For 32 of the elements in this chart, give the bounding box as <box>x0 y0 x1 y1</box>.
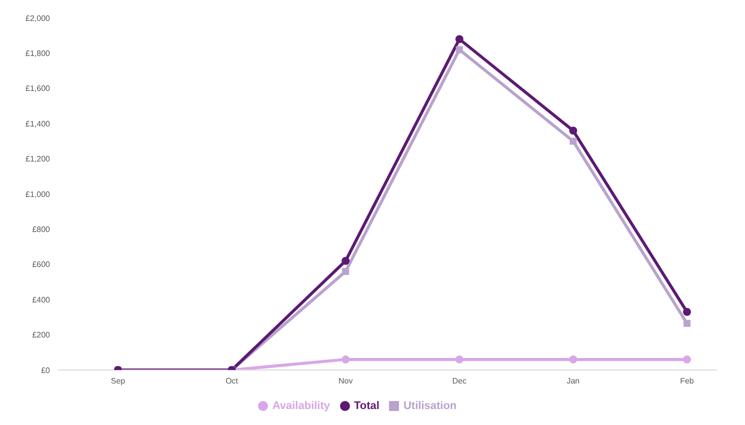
y-tick-label: £600 <box>32 260 51 270</box>
point <box>342 256 350 265</box>
point <box>455 35 464 44</box>
y-tick-label: £200 <box>32 330 51 340</box>
point <box>683 355 691 364</box>
y-tick-label: £2,000 <box>26 14 51 23</box>
point <box>456 46 463 54</box>
y-tick-label: £400 <box>32 295 51 304</box>
point <box>342 355 350 364</box>
x-tick-label: Dec <box>452 376 467 386</box>
legend-label: Total <box>354 400 380 412</box>
point <box>455 355 464 364</box>
x-tick-label: Oct <box>226 376 239 386</box>
x-tick-label: Jan <box>566 376 580 386</box>
legend-label: Utilisation <box>403 400 457 412</box>
point <box>342 268 350 275</box>
x-tick-label: Nov <box>338 376 353 386</box>
x-tick-label: Feb <box>680 376 694 386</box>
point <box>684 320 690 327</box>
point <box>683 308 691 316</box>
x-tick-label: Sep <box>110 376 126 386</box>
y-tick-label: £1,600 <box>26 84 51 94</box>
legend-label: Availability <box>272 400 330 412</box>
y-tick-label: £800 <box>32 225 51 234</box>
point <box>570 138 577 145</box>
point <box>569 355 578 364</box>
y-tick-label: £0 <box>41 366 51 375</box>
y-tick-label: £1,000 <box>26 190 51 199</box>
point <box>569 126 578 135</box>
y-tick-label: £1,400 <box>26 119 51 128</box>
y-tick-label: £1,200 <box>26 154 51 164</box>
y-tick-label: £1,800 <box>26 49 51 58</box>
